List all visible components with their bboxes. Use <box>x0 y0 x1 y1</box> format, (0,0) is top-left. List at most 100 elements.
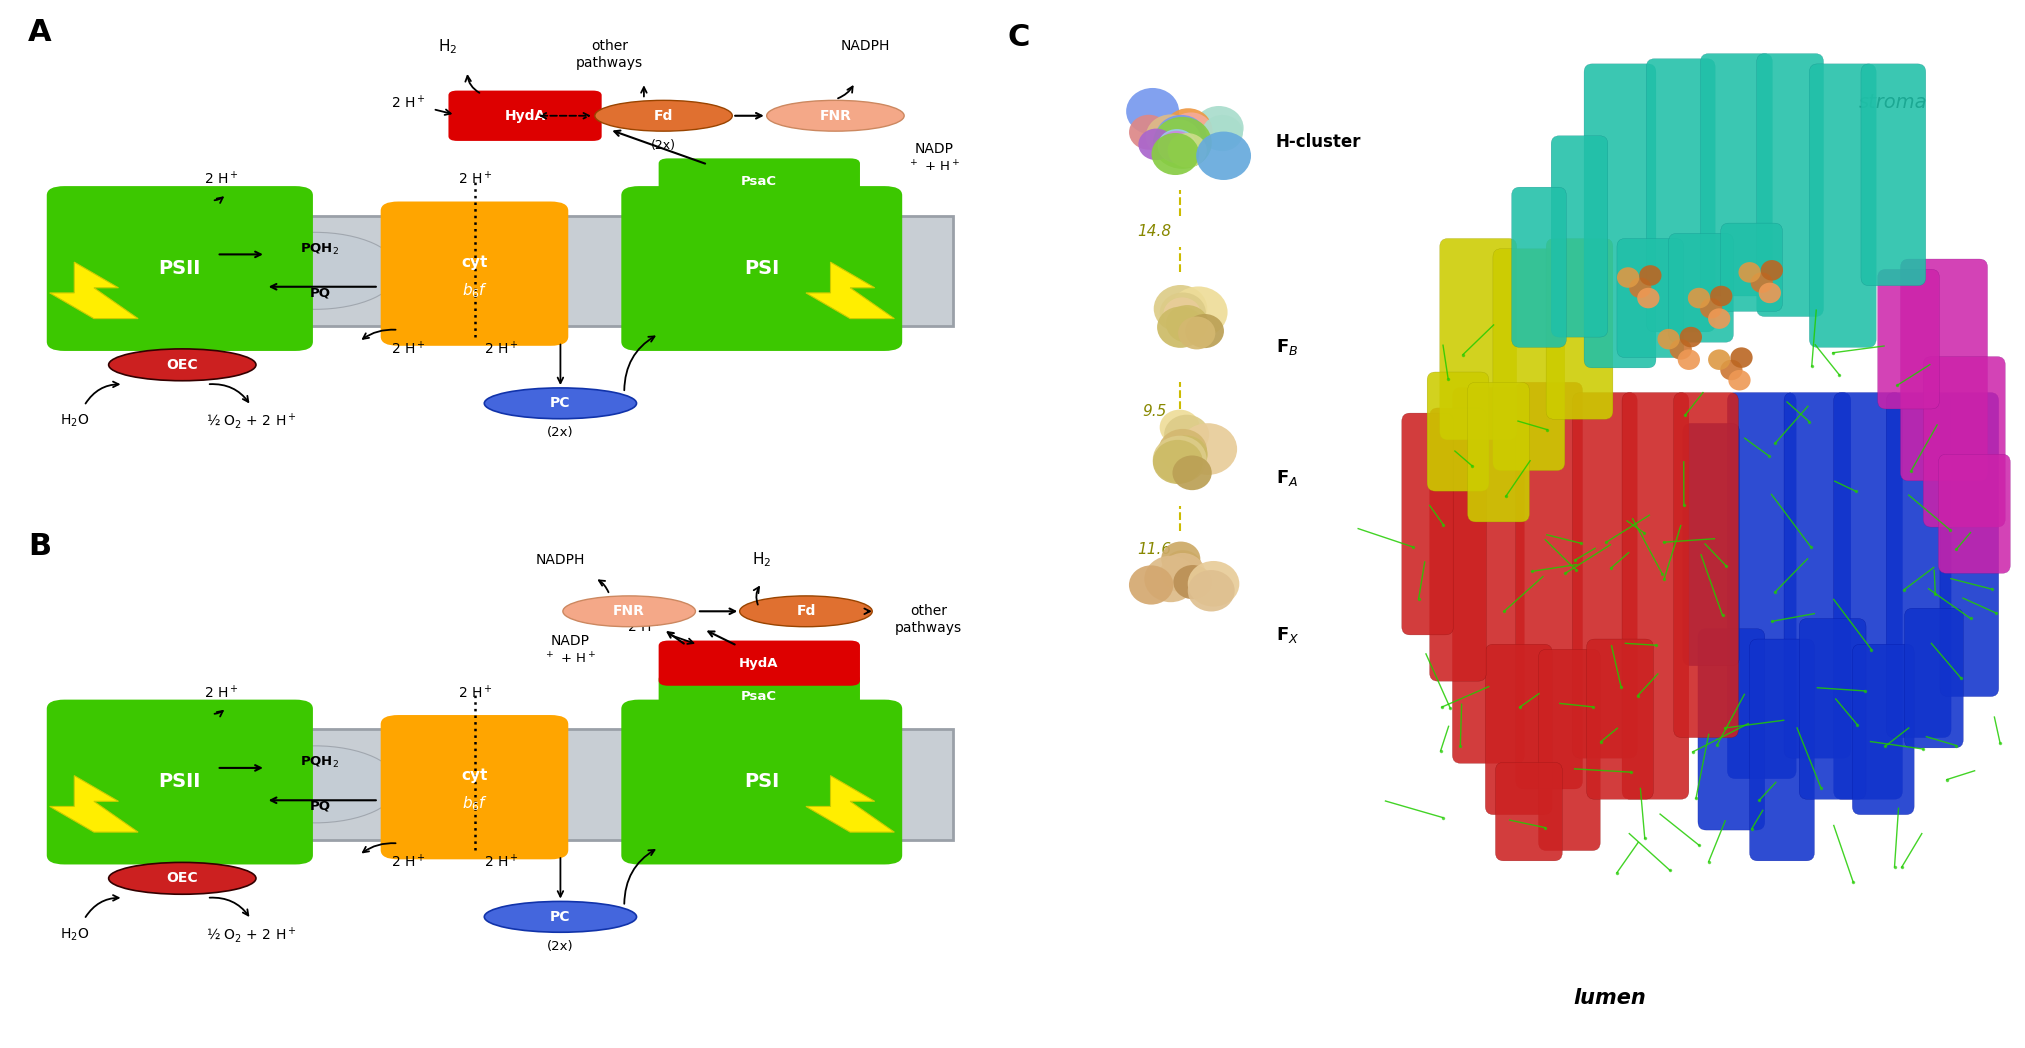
FancyBboxPatch shape <box>1547 239 1612 419</box>
Text: 11.6: 11.6 <box>1138 542 1170 558</box>
FancyBboxPatch shape <box>1938 454 2011 573</box>
Text: 2 H$^+$: 2 H$^+$ <box>458 683 492 701</box>
Ellipse shape <box>1168 112 1213 151</box>
Ellipse shape <box>1189 570 1235 611</box>
FancyBboxPatch shape <box>1428 372 1488 492</box>
Text: NADP: NADP <box>551 634 589 648</box>
Text: F$_X$: F$_X$ <box>1276 625 1300 645</box>
Ellipse shape <box>595 101 733 131</box>
Ellipse shape <box>1762 260 1784 281</box>
Text: other: other <box>909 605 948 618</box>
Ellipse shape <box>1146 114 1195 158</box>
FancyBboxPatch shape <box>1584 64 1656 368</box>
Ellipse shape <box>1707 308 1729 329</box>
Ellipse shape <box>1158 129 1197 163</box>
Text: HydA: HydA <box>504 109 545 123</box>
Ellipse shape <box>1152 440 1203 484</box>
Ellipse shape <box>1616 267 1640 288</box>
Ellipse shape <box>1758 283 1782 303</box>
Text: 2 H$^+$: 2 H$^+$ <box>205 170 239 188</box>
FancyBboxPatch shape <box>1784 393 1851 758</box>
Text: other: other <box>591 40 628 53</box>
FancyBboxPatch shape <box>1721 223 1782 311</box>
Text: PQ: PQ <box>310 800 330 813</box>
FancyBboxPatch shape <box>622 700 903 865</box>
Text: NADPH: NADPH <box>537 553 585 567</box>
Ellipse shape <box>1640 265 1660 286</box>
Text: 2 H$^+$: 2 H$^+$ <box>205 683 239 701</box>
Text: PSII: PSII <box>158 772 200 791</box>
Text: lumen: lumen <box>1573 988 1646 1008</box>
Text: Fd: Fd <box>654 109 672 123</box>
Text: (2x): (2x) <box>652 138 676 152</box>
Text: pathways: pathways <box>895 620 962 635</box>
FancyBboxPatch shape <box>1571 393 1638 758</box>
Text: OEC: OEC <box>166 871 198 886</box>
Ellipse shape <box>1164 298 1201 330</box>
Ellipse shape <box>1130 565 1172 605</box>
Ellipse shape <box>1154 285 1207 332</box>
Text: 9.5: 9.5 <box>1142 403 1166 418</box>
Ellipse shape <box>1669 340 1693 359</box>
Ellipse shape <box>1656 329 1681 349</box>
Polygon shape <box>806 776 895 832</box>
Ellipse shape <box>1687 288 1709 308</box>
FancyBboxPatch shape <box>1618 239 1685 357</box>
Text: B: B <box>28 531 51 561</box>
FancyBboxPatch shape <box>1551 136 1608 337</box>
Ellipse shape <box>1628 278 1652 298</box>
Text: H$_2$: H$_2$ <box>751 550 772 569</box>
Text: (2x): (2x) <box>547 940 573 953</box>
Text: pathways: pathways <box>575 56 644 70</box>
Text: H-cluster: H-cluster <box>1276 133 1361 151</box>
FancyBboxPatch shape <box>448 90 601 140</box>
Ellipse shape <box>739 596 873 627</box>
Text: 2 H$^+$: 2 H$^+$ <box>484 340 518 357</box>
Text: FNR: FNR <box>614 605 646 618</box>
FancyBboxPatch shape <box>381 201 569 346</box>
Text: 2 H$^+$: 2 H$^+$ <box>391 853 425 871</box>
Ellipse shape <box>1179 316 1215 349</box>
FancyBboxPatch shape <box>1430 408 1486 681</box>
Ellipse shape <box>1164 550 1203 584</box>
FancyBboxPatch shape <box>658 158 861 205</box>
Text: $b_6f$: $b_6f$ <box>462 281 488 300</box>
FancyBboxPatch shape <box>1901 259 1987 481</box>
FancyBboxPatch shape <box>1588 639 1652 800</box>
Ellipse shape <box>1166 305 1209 343</box>
Text: $^+$ + H$^+$: $^+$ + H$^+$ <box>545 651 595 667</box>
FancyBboxPatch shape <box>1511 188 1567 347</box>
FancyBboxPatch shape <box>1861 64 1926 286</box>
FancyBboxPatch shape <box>1810 64 1875 347</box>
Text: PQH$_2$: PQH$_2$ <box>300 242 340 257</box>
FancyBboxPatch shape <box>1440 239 1517 440</box>
Ellipse shape <box>1164 435 1207 474</box>
Ellipse shape <box>1681 327 1701 347</box>
FancyBboxPatch shape <box>1673 393 1737 738</box>
FancyBboxPatch shape <box>658 640 861 685</box>
FancyBboxPatch shape <box>1800 618 1867 800</box>
FancyBboxPatch shape <box>1492 248 1565 471</box>
Text: 2 H$^+$: 2 H$^+$ <box>391 94 425 111</box>
FancyBboxPatch shape <box>51 216 954 326</box>
Polygon shape <box>51 776 138 832</box>
FancyBboxPatch shape <box>1486 645 1551 814</box>
Text: H$_2$O: H$_2$O <box>59 926 89 943</box>
Ellipse shape <box>1152 436 1207 483</box>
Text: PsaC: PsaC <box>741 175 778 189</box>
Text: 14.8: 14.8 <box>1138 224 1170 239</box>
Ellipse shape <box>1636 288 1660 308</box>
Polygon shape <box>806 262 895 319</box>
FancyBboxPatch shape <box>47 187 314 351</box>
FancyBboxPatch shape <box>1401 413 1454 635</box>
Text: $^+$ + H$^+$: $^+$ + H$^+$ <box>907 159 960 175</box>
Text: PC: PC <box>551 396 571 411</box>
FancyBboxPatch shape <box>622 187 903 351</box>
Text: HydA: HydA <box>739 657 778 670</box>
Ellipse shape <box>1677 349 1701 370</box>
Text: PC: PC <box>551 910 571 924</box>
Text: ½ O$_2$ + 2 H$^+$: ½ O$_2$ + 2 H$^+$ <box>207 412 296 431</box>
Text: F$_B$: F$_B$ <box>1276 337 1298 357</box>
Ellipse shape <box>1160 542 1201 576</box>
FancyBboxPatch shape <box>1515 383 1584 789</box>
